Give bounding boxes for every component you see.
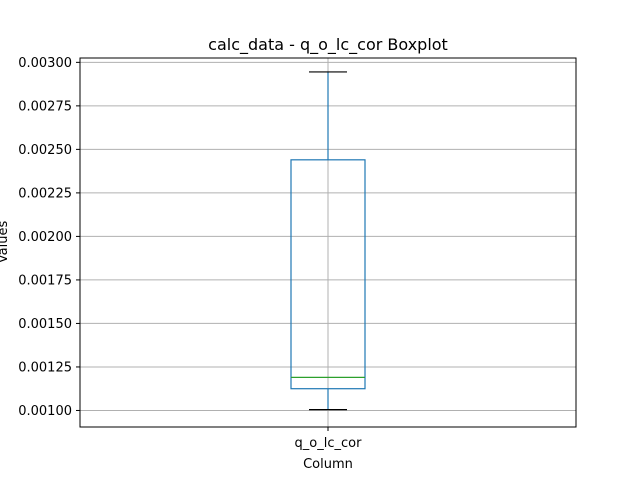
y-tick-label: 0.00175 [18, 273, 72, 288]
box-iqr [290, 159, 366, 390]
grid-lines [80, 58, 576, 427]
box-layer [290, 71, 366, 411]
y-tick-label: 0.00200 [18, 230, 72, 245]
x-tick-label: q_o_lc_cor [295, 436, 363, 451]
y-tick-label: 0.00275 [18, 99, 72, 114]
y-axis-label: Values [0, 221, 11, 264]
y-tick-label: 0.00150 [18, 317, 72, 332]
tick-layer: 0.00100 0.00125 0.00150 0.00175 0.00200 0.002… [18, 56, 362, 451]
y-tick-label: 0.00125 [18, 360, 72, 375]
chart-title: calc_data - q_o_lc_cor Boxplot [208, 35, 448, 55]
y-tick-label: 0.00225 [18, 186, 72, 201]
y-tick-label: 0.00300 [18, 56, 72, 71]
x-axis-label: Column [303, 457, 353, 472]
y-tick-label: 0.00250 [18, 143, 72, 158]
y-tick-label: 0.00100 [18, 404, 72, 419]
